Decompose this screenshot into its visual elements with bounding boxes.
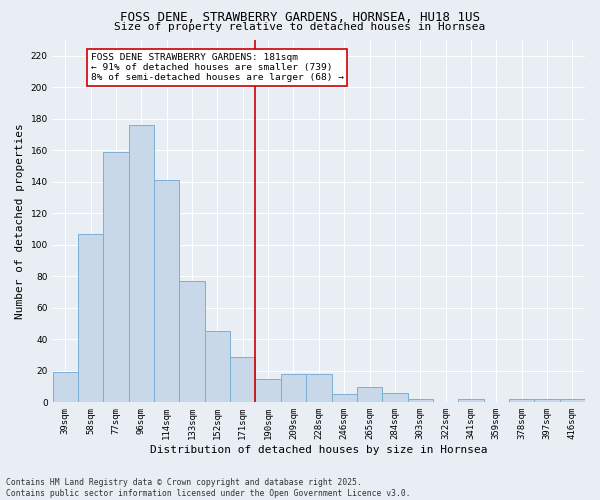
Bar	[179, 281, 205, 402]
Bar	[154, 180, 179, 402]
Bar	[256, 378, 281, 402]
Text: Contains HM Land Registry data © Crown copyright and database right 2025.
Contai: Contains HM Land Registry data © Crown c…	[6, 478, 410, 498]
Bar	[407, 399, 433, 402]
Bar	[53, 372, 78, 402]
Bar	[103, 152, 129, 403]
Bar	[230, 356, 256, 403]
Text: FOSS DENE, STRAWBERRY GARDENS, HORNSEA, HU18 1US: FOSS DENE, STRAWBERRY GARDENS, HORNSEA, …	[120, 11, 480, 24]
Bar	[382, 393, 407, 402]
Bar	[281, 374, 306, 402]
Bar	[535, 399, 560, 402]
Y-axis label: Number of detached properties: Number of detached properties	[15, 124, 25, 319]
Bar	[357, 386, 382, 402]
Bar	[129, 125, 154, 402]
Bar	[560, 399, 585, 402]
X-axis label: Distribution of detached houses by size in Hornsea: Distribution of detached houses by size …	[150, 445, 488, 455]
Text: Size of property relative to detached houses in Hornsea: Size of property relative to detached ho…	[115, 22, 485, 32]
Bar	[306, 374, 332, 402]
Bar	[205, 332, 230, 402]
Bar	[78, 234, 103, 402]
Bar	[458, 399, 484, 402]
Text: FOSS DENE STRAWBERRY GARDENS: 181sqm
← 91% of detached houses are smaller (739)
: FOSS DENE STRAWBERRY GARDENS: 181sqm ← 9…	[91, 52, 344, 82]
Bar	[332, 394, 357, 402]
Bar	[509, 399, 535, 402]
